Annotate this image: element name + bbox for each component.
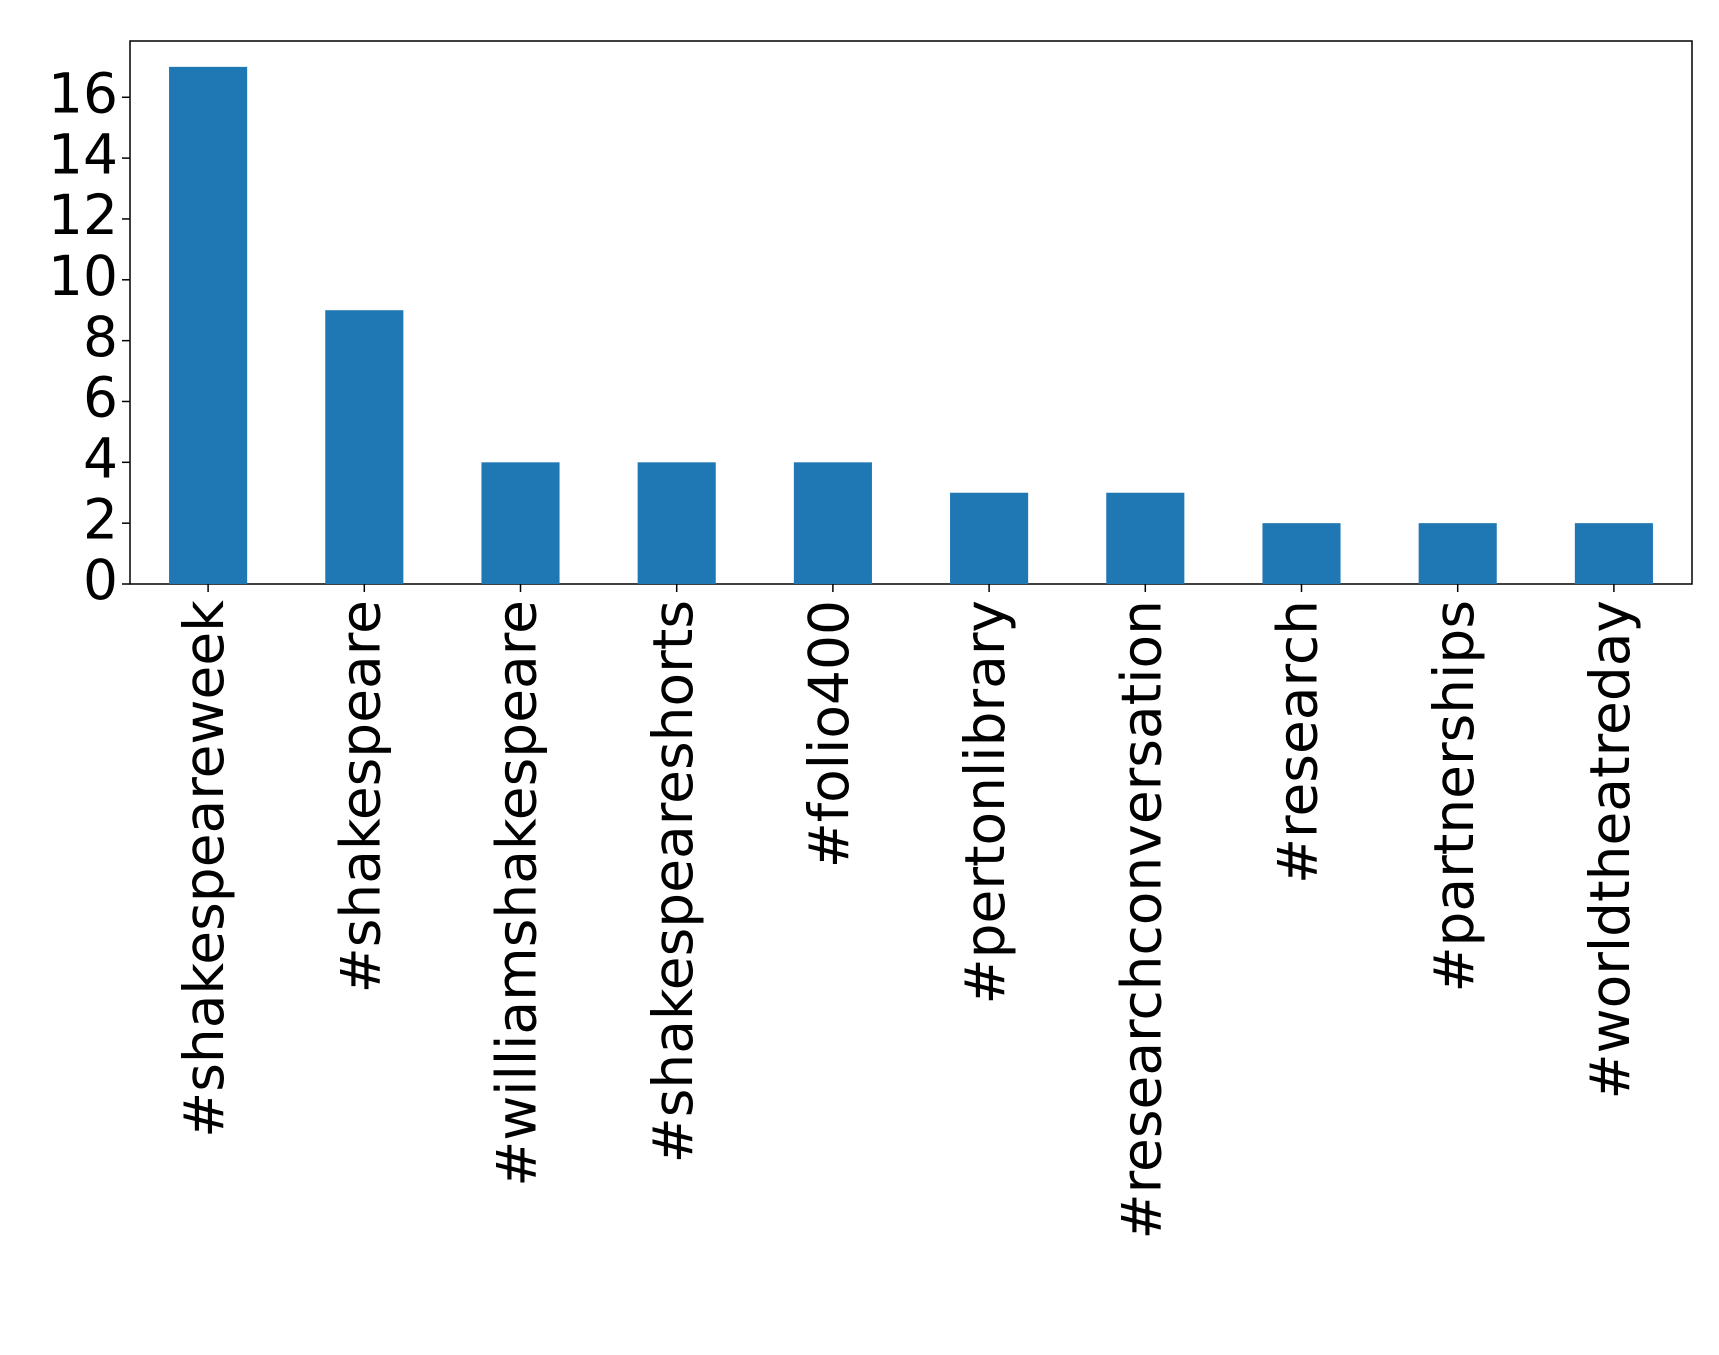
bar [169,66,248,585]
y-tick-label: 8 [83,305,118,369]
y-tick-label: 2 [83,487,118,551]
bar [1106,492,1185,584]
bar [1418,523,1497,584]
axes-frame [129,40,1693,585]
x-tick-label: #shakespeare [328,600,392,993]
bar [793,462,872,584]
x-tick-label: #researchconversation [1109,600,1173,1239]
x-tick-label: #shakespeareshorts [641,600,705,1163]
y-tick-label: 14 [48,122,118,186]
y-tick-label: 16 [48,61,118,125]
y-tick-label: 0 [83,548,118,612]
x-tick-label: #worldtheatreday [1578,600,1642,1099]
x-tick-label: #research [1266,600,1330,884]
bar [1574,523,1653,584]
x-tick-label: #shakespeareweek [172,600,236,1138]
bar [325,310,404,584]
bar [637,462,716,584]
x-tick-label: #pertonlibrary [953,600,1017,1004]
bar [481,462,560,584]
y-tick-label: 6 [83,366,118,430]
x-tick-label: #williamshakespeare [485,600,549,1187]
x-tick-label: #folio400 [797,600,861,868]
x-tick-label: #partnerships [1422,600,1486,993]
y-tick-label: 10 [48,244,118,308]
y-tick-label: 12 [48,183,118,247]
y-tick-label: 4 [83,426,118,490]
bar [1262,523,1341,584]
bar [950,492,1029,584]
